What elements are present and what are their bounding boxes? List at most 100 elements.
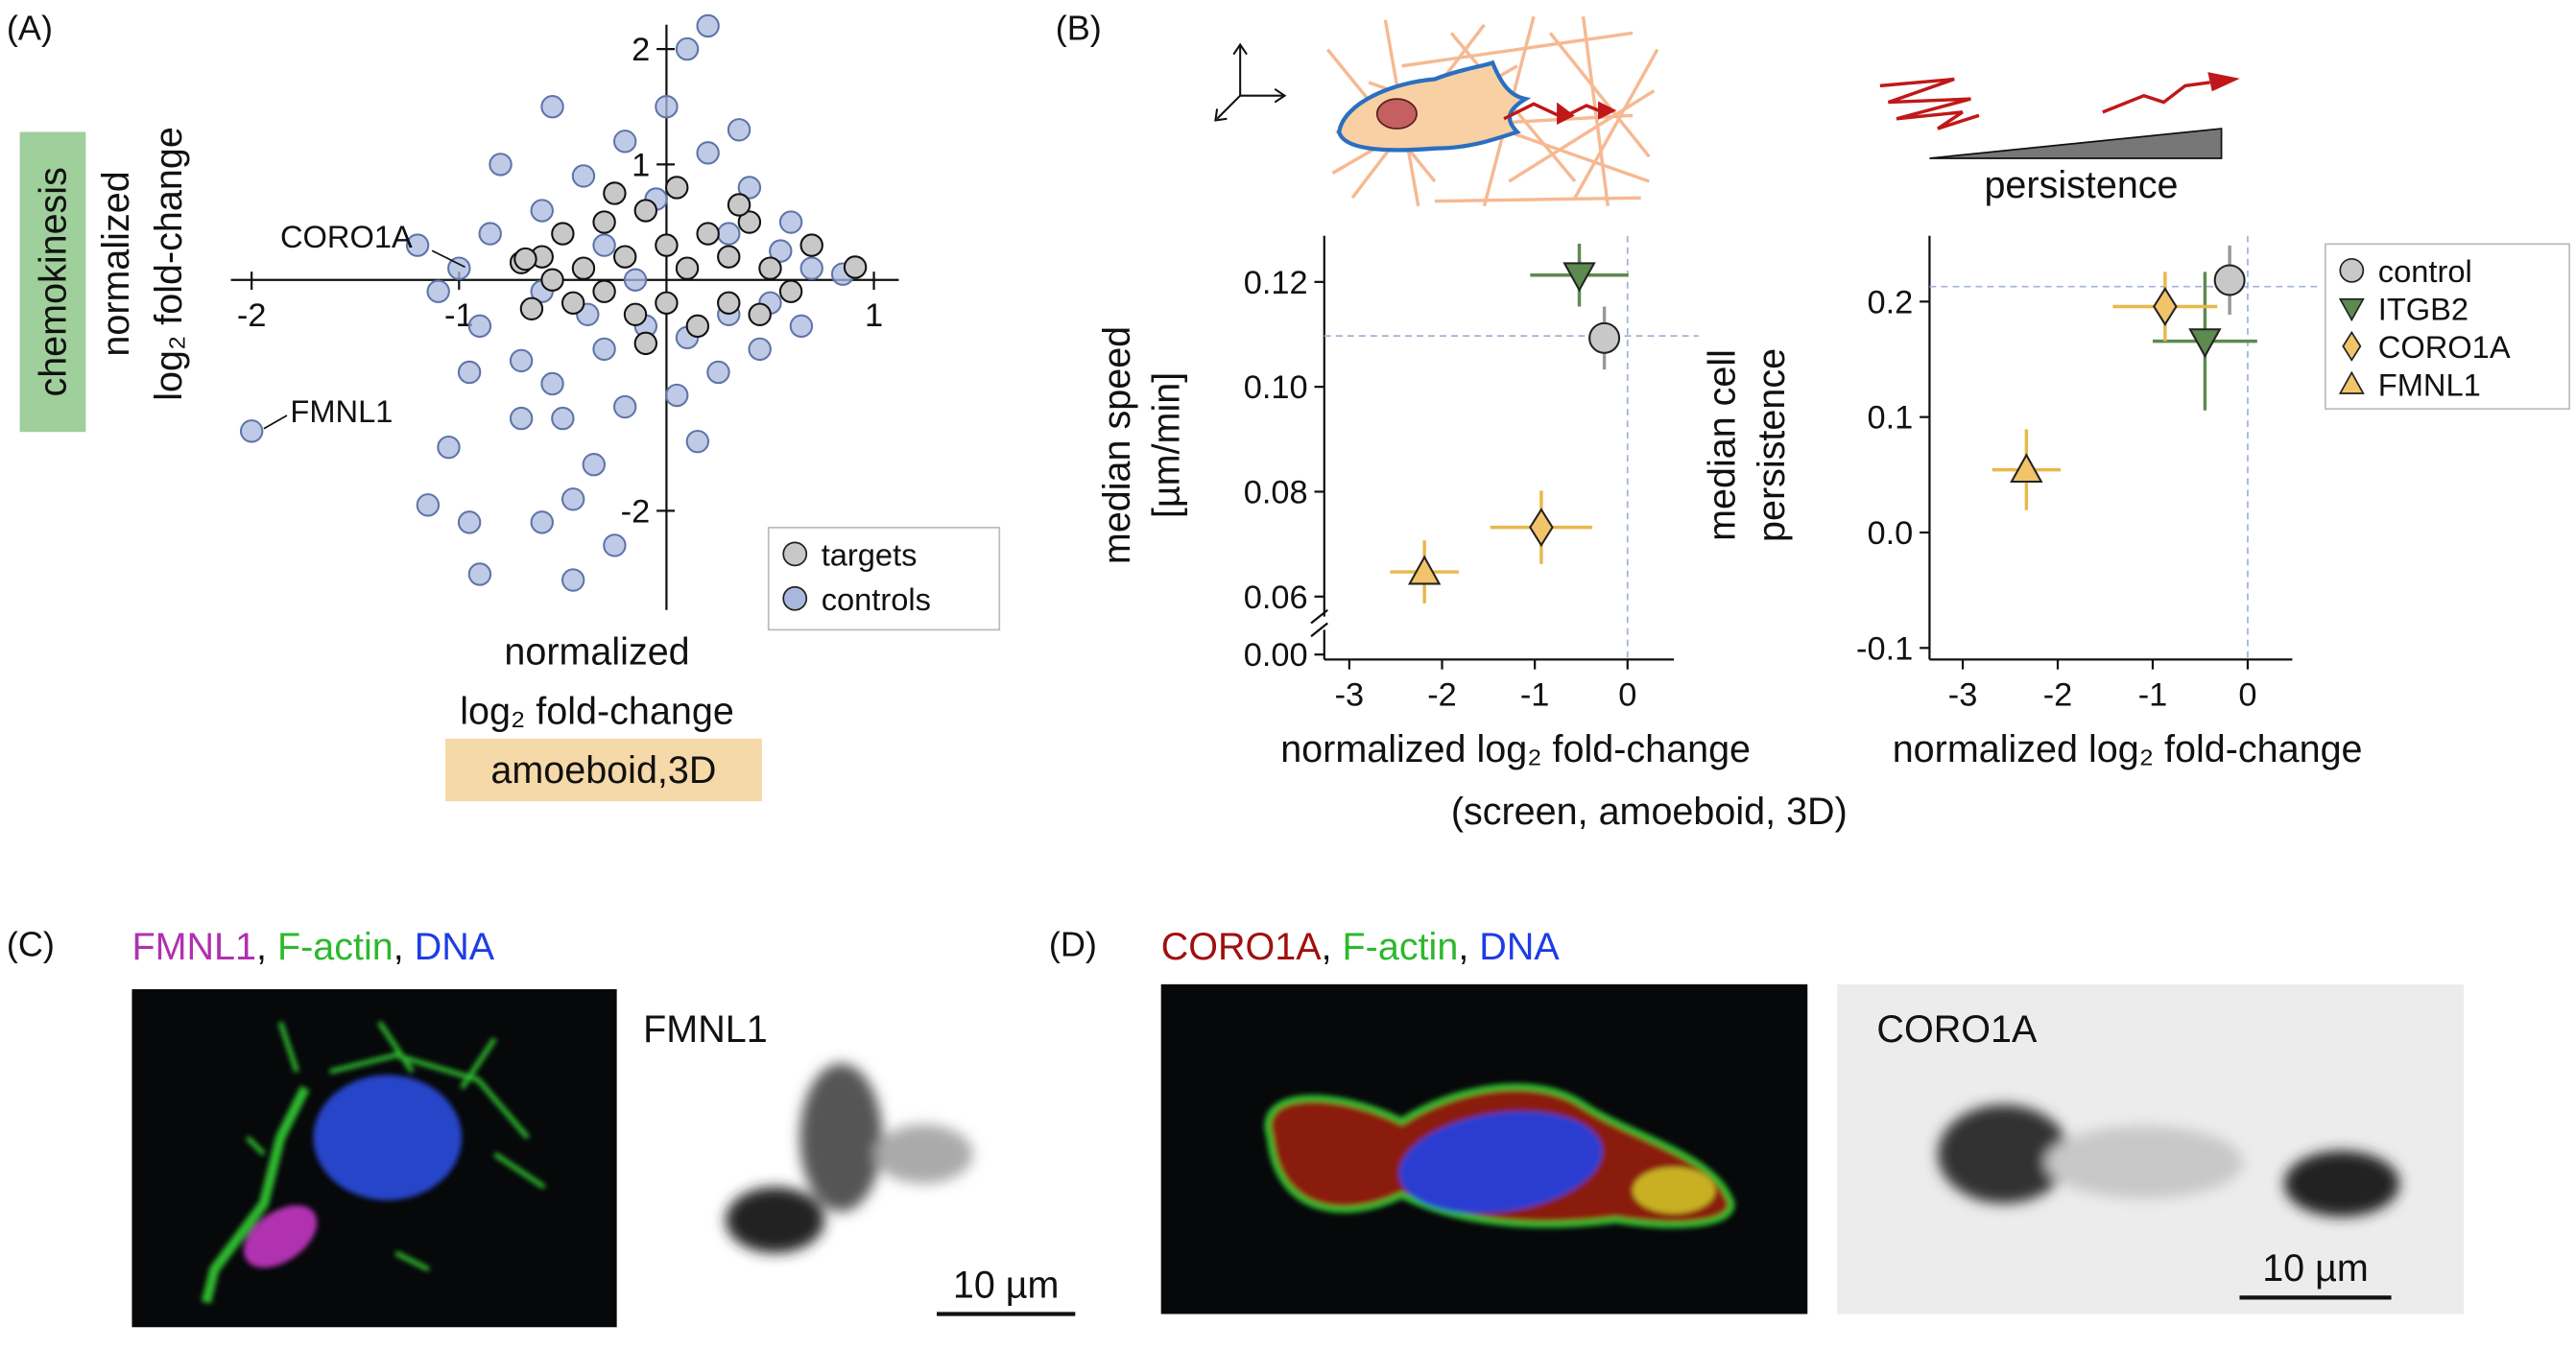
point	[1562, 262, 1596, 293]
point	[467, 314, 492, 339]
x-tick-label: -2	[237, 297, 267, 334]
separator: ,	[1458, 926, 1468, 968]
point	[675, 36, 700, 61]
leader-line	[263, 414, 288, 430]
point	[769, 239, 793, 263]
point	[655, 95, 679, 119]
scale-label: 10 µm	[953, 1264, 1060, 1306]
point	[706, 360, 730, 385]
legend-marker	[782, 541, 808, 567]
channel: CORO1A	[1161, 926, 1323, 968]
point	[633, 331, 658, 356]
point	[685, 314, 710, 339]
x-category: amoeboid,3D	[490, 749, 716, 792]
point	[519, 296, 544, 320]
x-tick-label: -3	[1948, 676, 1978, 713]
point	[603, 181, 627, 205]
point	[696, 141, 720, 165]
y-tick-label: 1	[632, 147, 650, 183]
y-tick-label: 0.08	[1244, 474, 1308, 510]
point	[513, 247, 537, 272]
point	[717, 245, 741, 269]
point	[457, 510, 482, 534]
panel-label: (A)	[7, 8, 53, 47]
point	[789, 314, 814, 339]
point	[489, 153, 513, 177]
x-tick-label: -2	[1427, 676, 1457, 713]
point	[717, 222, 741, 246]
legend-marker	[2342, 330, 2362, 362]
point	[239, 419, 264, 443]
leader-line	[431, 249, 465, 269]
channel-title: CORO1A, F-actin, DNA	[1161, 926, 1561, 968]
channel: FMNL1	[131, 926, 256, 968]
axis-break	[1310, 608, 1328, 625]
channel-title: FMNL1, F-actin, DNA	[131, 926, 494, 968]
y-tick-label: -0.1	[1856, 630, 1913, 667]
legend-label: CORO1A	[2378, 329, 2511, 365]
category-box	[19, 131, 86, 433]
point	[2213, 264, 2246, 296]
y-tick-label: 0.0	[1867, 515, 1913, 552]
point	[727, 193, 751, 217]
x-tick-label: 1	[865, 297, 883, 334]
y-tick-label: 0.12	[1244, 265, 1308, 301]
panel-label: (D)	[1049, 925, 1097, 964]
point	[592, 279, 616, 303]
point	[1407, 555, 1442, 585]
point	[748, 302, 772, 326]
point	[426, 279, 450, 303]
point	[727, 118, 751, 142]
image-label: CORO1A	[1876, 1008, 2038, 1051]
point	[612, 245, 637, 269]
point	[655, 291, 679, 315]
point	[457, 360, 482, 385]
point	[571, 164, 596, 188]
y-axis-label: median speed	[1096, 326, 1138, 564]
legend-marker	[2338, 297, 2365, 322]
point	[737, 210, 762, 234]
panel-label: (C)	[7, 925, 55, 964]
x-tick-label: 0	[2238, 676, 2256, 713]
y-axis-label: [µm/min]	[1146, 372, 1188, 518]
caption: (screen, amoeboid, 3D)	[1451, 791, 1848, 833]
illustration-label: persistence	[1984, 164, 2178, 206]
point	[530, 199, 554, 223]
x-tick-label: 0	[1618, 676, 1636, 713]
point	[675, 256, 700, 280]
point	[416, 493, 441, 517]
point	[717, 291, 741, 315]
point	[633, 199, 658, 223]
point	[561, 568, 585, 592]
point	[530, 510, 554, 534]
point	[685, 429, 710, 454]
micrograph-gray-cell	[1938, 1104, 2400, 1218]
legend-marker	[782, 585, 808, 611]
x-axis-label: normalized log₂ fold-change	[1280, 728, 1751, 770]
legend-label: control	[2378, 253, 2472, 289]
x-axis-label: normalized log₂ fold-change	[1893, 728, 2363, 770]
point	[2153, 287, 2178, 327]
annotation: FMNL1	[290, 393, 393, 429]
point	[437, 435, 461, 460]
separator: ,	[394, 926, 404, 968]
legend-marker	[2338, 370, 2365, 394]
legend-box	[2324, 243, 2570, 411]
point	[561, 487, 585, 511]
point	[2010, 453, 2043, 484]
y-axis-label: median cell	[1702, 349, 1744, 541]
point	[799, 256, 823, 280]
point	[778, 279, 803, 303]
y-axis-label: normalized	[95, 171, 137, 356]
point	[612, 394, 637, 419]
legend-label: FMNL1	[2378, 367, 2481, 402]
point	[592, 233, 616, 257]
point	[447, 256, 471, 280]
point	[540, 371, 564, 396]
point	[509, 406, 534, 431]
panel-label: (B)	[1056, 8, 1102, 47]
point	[592, 337, 616, 362]
point	[467, 562, 492, 586]
point	[582, 453, 606, 477]
